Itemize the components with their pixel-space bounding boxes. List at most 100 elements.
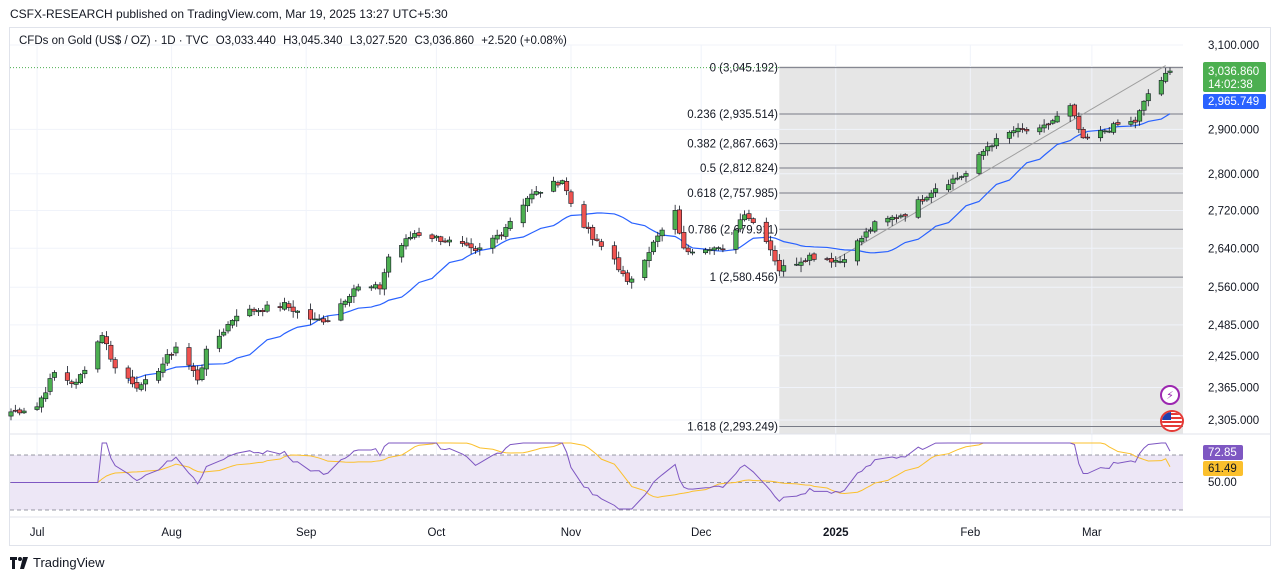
candle-body	[824, 258, 830, 260]
candle-body	[51, 372, 57, 378]
rsi-value-tag	[1203, 445, 1243, 460]
candle-body	[538, 192, 544, 194]
candle-body	[985, 146, 991, 152]
candle-body	[21, 410, 27, 414]
candle-body	[624, 272, 630, 282]
candle-body	[47, 378, 53, 392]
fib-label: 0.786 (2,679.911)	[688, 224, 778, 236]
candle-body	[1050, 120, 1056, 124]
candle-body	[173, 346, 179, 354]
candle-body	[368, 286, 374, 289]
candle-body	[429, 234, 435, 239]
candle-body	[351, 288, 357, 297]
candle-body	[64, 372, 70, 381]
candle-body	[125, 367, 131, 379]
candle-body	[73, 381, 79, 385]
candle-body	[446, 239, 452, 243]
candle-body	[38, 397, 44, 408]
candle-body	[503, 227, 509, 237]
candle-body	[442, 240, 448, 243]
candle-body	[928, 192, 934, 198]
candle-body	[564, 181, 570, 192]
fib-zone	[779, 66, 1183, 434]
candle-body	[255, 310, 261, 313]
candle-body	[533, 191, 539, 195]
candle-body	[203, 348, 209, 370]
y-tick-label: 2,365.000	[1208, 382, 1259, 394]
candle-body	[841, 259, 847, 263]
candle-body	[642, 259, 648, 278]
candle-body	[863, 231, 869, 238]
candle-body	[195, 369, 201, 381]
rsi-band	[10, 455, 1183, 510]
candle-body	[954, 177, 960, 180]
candle-body	[381, 272, 387, 290]
candle-body	[854, 240, 860, 262]
candle-body	[1019, 128, 1025, 130]
candle-body	[190, 366, 196, 371]
candle-body	[160, 363, 166, 373]
candle-body	[711, 247, 717, 251]
candle-body	[611, 245, 617, 260]
candle-body	[221, 331, 227, 336]
candle-body	[581, 204, 587, 228]
legend-symbol[interactable]: CFDs on Gold (US$ / OZ) · 1D · TVC	[19, 35, 209, 47]
candle-body	[1054, 115, 1060, 123]
candle-body	[1006, 131, 1012, 139]
candle-body	[976, 154, 982, 174]
candle-body	[8, 411, 14, 417]
candle-body	[520, 204, 526, 224]
candle-body	[281, 302, 287, 310]
candle-body	[555, 182, 561, 186]
candle-body	[156, 370, 162, 381]
rsi-ma-label: 61.49	[1208, 463, 1237, 475]
candle-body	[260, 309, 266, 312]
candle-body	[342, 300, 348, 305]
candle-body	[902, 214, 908, 217]
candle-body	[490, 237, 496, 249]
fib-label: 0.5 (2,812.824)	[700, 163, 778, 175]
fib-label: 0.618 (2,757.985)	[687, 188, 778, 200]
candle-body	[590, 227, 596, 240]
candle-body	[690, 251, 696, 254]
candle-body	[1102, 130, 1108, 133]
candle-body	[312, 318, 318, 321]
candle-body	[924, 197, 930, 201]
x-tick-label: Oct	[427, 527, 446, 539]
trend-line	[835, 65, 1166, 260]
rsi-ma-tag	[1203, 461, 1243, 476]
y-tick-label: 3,100.000	[1208, 40, 1259, 52]
candle-body	[685, 247, 691, 253]
candle-body	[69, 381, 75, 384]
fib-label: 0 (3,045.192)	[710, 63, 779, 75]
y-tick-label: 2,720.000	[1208, 205, 1259, 217]
candle-body	[477, 247, 483, 250]
candle-body	[216, 335, 222, 349]
us-flag-icon[interactable]	[1160, 410, 1184, 432]
candle-body	[872, 221, 878, 232]
chart-frame	[9, 27, 1271, 546]
candle-body	[338, 303, 344, 321]
ma-value-tag	[1203, 94, 1266, 109]
rsi-mid-label: 50.00	[1208, 477, 1237, 489]
candle-body	[650, 241, 656, 253]
y-tick-label: 2,640.000	[1208, 243, 1259, 255]
candle-body	[1111, 123, 1117, 133]
candle-body	[768, 240, 774, 251]
brand-label: TradingView	[33, 555, 105, 570]
candle-body	[859, 238, 865, 243]
tradingview-brand[interactable]: TradingView	[10, 555, 105, 570]
candle-body	[108, 344, 114, 360]
candle-body	[438, 236, 444, 242]
candle-body	[355, 286, 361, 291]
candle-body	[264, 304, 270, 312]
candle-body	[763, 221, 769, 242]
candle-body	[867, 229, 873, 232]
x-tick-label: 2025	[823, 527, 849, 539]
candle-body	[594, 238, 600, 241]
flash-icon[interactable]: ⚡	[1160, 385, 1180, 405]
candle-body	[681, 232, 687, 249]
symbol-legend: CFDs on Gold (US$ / OZ) · 1D · TVC O3,03…	[19, 35, 571, 47]
legend-close: C3,036.860	[414, 35, 474, 47]
